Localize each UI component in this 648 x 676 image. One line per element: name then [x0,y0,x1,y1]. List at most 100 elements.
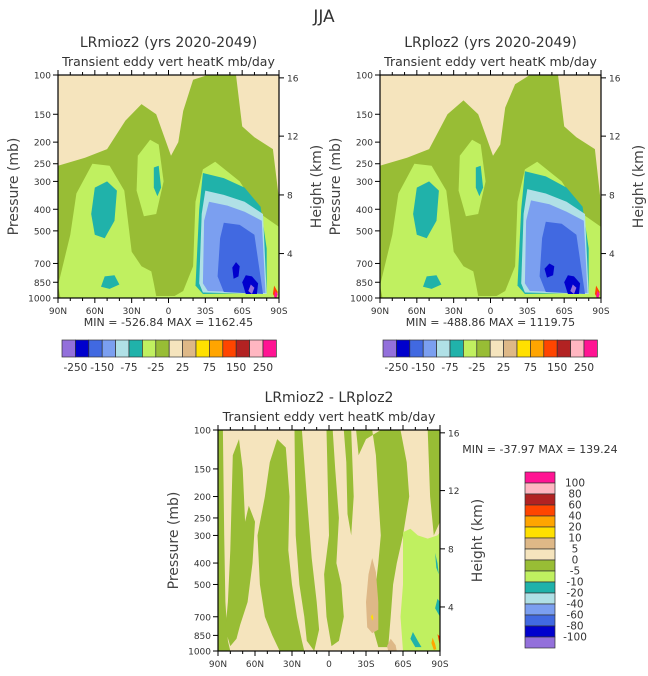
x-tick-label: 90S [592,307,609,317]
colorbar-box [235,339,250,358]
colorbar-label: -100 [563,632,587,644]
colorbar-box [182,339,197,358]
x-tick-label: 30N [445,307,463,317]
x-tick-label: 60N [246,660,264,670]
y2-tick-label: 4 [448,603,454,613]
y-tick-label: 250 [356,160,373,170]
colorbar-box [524,625,556,638]
panel-difference: LRmioz2 - LRploz2 Transient eddy vert hea… [166,390,618,670]
colorbar-box [142,339,157,358]
y2-tick-label: 8 [287,191,293,201]
colorbar-label: -250 [384,362,408,374]
contour-region [427,430,440,536]
y-tick-label: 850 [356,279,373,289]
x-tick-label: 60S [394,660,411,670]
colorbar-label: -40 [566,599,583,611]
colorbar-box [75,339,90,358]
y2-tick-label: 12 [287,133,298,143]
colorbar-box [436,339,451,358]
colorbar-box [503,339,518,358]
contour-region [366,558,379,634]
contour-field [380,75,601,298]
y-tick-label: 400 [194,560,211,570]
contour-region [410,632,422,648]
colorbar-box [524,537,556,550]
contour-region [435,552,439,575]
x-tick-label: 90S [431,660,448,670]
y2-axis-label: Height (km) [631,145,647,228]
contour-region [564,275,581,294]
contour-region [431,637,437,650]
colorbar-box [524,636,556,649]
contour-region [217,222,263,294]
colorbar-label: 75 [524,362,537,374]
colorbar-box [524,614,556,627]
colorbar: -250 -150 -75 -25 25 75 150 250 [61,339,277,374]
y2-tick-label: 12 [609,133,620,143]
contour-region [343,430,354,536]
colorbar-box [449,339,464,358]
contour-region [356,430,410,648]
colorbar-box [476,339,491,358]
panel-subtitle: Transient eddy vert heatK mb/day [383,54,597,69]
colorbar-box [61,339,76,358]
colorbar-box [524,493,556,506]
min-max-stats: MIN = -37.97 MAX = 139.24 [462,443,617,456]
y-tick-label: 500 [34,227,51,237]
contour-region [437,634,440,647]
y-tick-label: 150 [194,465,211,475]
y2-tick-label: 4 [609,250,615,260]
contour-field [58,75,279,298]
colorbar-box [128,339,143,358]
colorbar-box [222,339,237,358]
y-tick-label: 200 [194,493,211,503]
contour-region [400,528,440,651]
colorbar-label: -5 [570,566,580,578]
x-tick-label: 90N [209,660,227,670]
panel-title: LRmioz2 (yrs 2020-2049) [80,35,257,51]
x-tick-label: 90N [49,307,67,317]
contour-region [225,439,255,647]
colorbar-box [524,526,556,539]
contour-region [413,181,439,239]
colorbar-box [463,339,478,358]
contour-field [218,430,440,651]
colorbar-box [262,339,277,358]
colorbar-box [195,339,210,358]
y-axis-label: Pressure (mb) [328,138,344,236]
x-tick-label: 60N [408,307,426,317]
y-tick-label: 500 [194,581,211,591]
contour-region [458,139,486,217]
colorbar-label: 60 [568,500,581,512]
contour-region [101,275,120,289]
colorbar-box [556,339,571,358]
colorbar-label: -25 [468,362,485,374]
contour-region [218,430,231,651]
y2-tick-label: 16 [609,74,621,84]
contour-region [257,439,305,651]
colorbar-box [382,339,397,358]
colorbar-box [524,592,556,605]
colorbar-label: 250 [253,362,273,374]
colorbar-box [524,603,556,616]
colorbar-label: 150 [547,362,567,374]
contour-region [136,139,164,217]
colorbar-label: -20 [566,588,583,600]
x-tick-label: 60N [86,307,104,317]
colorbar-label: 20 [568,522,581,534]
colorbar-label: 75 [203,362,216,374]
x-tick-label: 30S [357,660,374,670]
contour-region [570,284,577,294]
contour-region [248,284,255,294]
y-tick-label: 1000 [350,295,373,305]
contour-region [274,291,278,298]
min-max-stats: MIN = -488.86 MAX = 1119.75 [406,316,575,329]
y2-tick-label: 4 [287,250,293,260]
colorbar-label: 40 [568,511,581,523]
y2-axis-label: Height (km) [309,145,325,228]
colorbar-label: 10 [568,533,581,545]
colorbar-box [101,339,116,358]
y2-tick-label: 16 [448,429,460,439]
colorbar-label: -250 [63,362,87,374]
x-tick-label: 30S [519,307,536,317]
